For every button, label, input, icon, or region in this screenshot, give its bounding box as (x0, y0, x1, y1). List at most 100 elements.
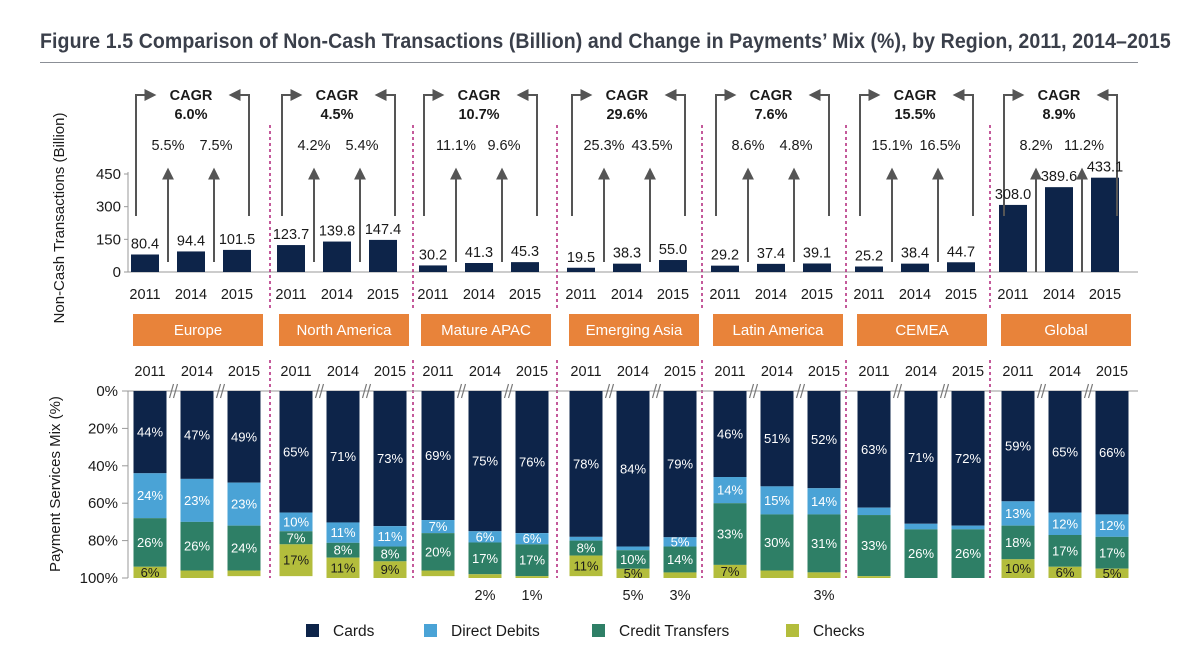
mix-segment-credit_transfers (904, 529, 938, 578)
legend-swatch-credit_transfers (592, 624, 605, 637)
region-label: Latin America (733, 322, 825, 339)
top-x-year-label: 2015 (1089, 287, 1121, 303)
region-band (713, 314, 843, 346)
mix-segment-direct_debits (279, 512, 313, 532)
top-bar (277, 245, 305, 272)
axis-break-mark (604, 383, 615, 399)
bottom-y-axis-title: Payment Services Mix (%) (47, 396, 64, 572)
legend-label-checks: Checks (813, 623, 865, 640)
bottom-year-label: 2015 (374, 364, 406, 380)
bottom-y-tick-label: 80% (88, 533, 118, 550)
mix-segment-credit_transfers (180, 521, 214, 571)
mix-segment-label: 76% (519, 455, 545, 470)
mix-segment-cards (515, 391, 549, 534)
mix-segment-label: 59% (1005, 439, 1031, 454)
top-bar-value-label: 44.7 (947, 244, 975, 260)
cagr-label: CAGR (170, 88, 213, 104)
mix-segment-label: 14% (667, 552, 693, 567)
top-bar-value-label: 25.2 (855, 249, 883, 265)
top-bar (419, 265, 447, 272)
mix-segment-label: 51% (764, 431, 790, 446)
bottom-year-label: 2014 (327, 364, 359, 380)
top-bar-value-label: 94.4 (177, 233, 205, 249)
mix-segment-label: 47% (184, 427, 210, 442)
growth-rate-label: 8.6% (731, 138, 764, 154)
mix-segment-credit_transfers (951, 529, 985, 578)
mix-segment-credit_transfers (468, 542, 502, 575)
top-x-year-label: 2014 (611, 287, 643, 303)
mix-segment-label: 78% (573, 456, 599, 471)
growth-rate-label: 16.5% (919, 138, 960, 154)
mix-segment-label: 33% (861, 538, 887, 553)
mix-segment-cards (951, 391, 985, 526)
mix-segment-direct_debits (616, 546, 650, 551)
region-band (133, 314, 263, 346)
region-label: Global (1044, 322, 1087, 339)
top-bar (803, 263, 831, 272)
mix-segment-label: 6% (476, 529, 495, 544)
cagr-label: CAGR (750, 88, 793, 104)
top-bar (369, 239, 397, 272)
top-x-year-label: 2015 (509, 287, 541, 303)
region-label: Europe (174, 322, 222, 339)
top-x-year-label: 2011 (275, 287, 306, 303)
top-bar-value-label: 433.1 (1087, 160, 1123, 176)
top-bar-value-label: 37.4 (757, 246, 785, 262)
mix-segment-label: 17% (1099, 545, 1125, 560)
region-label: Emerging Asia (586, 322, 683, 339)
region-band (421, 314, 551, 346)
mix-segment-label: 63% (861, 442, 887, 457)
bottom-year-label: 2011 (280, 364, 311, 380)
mix-segment-label: 17% (1052, 543, 1078, 558)
mix-segment-label: 6% (141, 565, 160, 580)
mix-segment-direct_debits (569, 536, 603, 541)
mix-segment-cards (1001, 391, 1035, 502)
cagr-value: 6.0% (174, 107, 207, 123)
legend-swatch-checks (786, 624, 799, 637)
growth-rate-label: 4.2% (297, 138, 330, 154)
mix-segment-direct_debits (904, 523, 938, 530)
bottom-year-label: 2014 (181, 364, 213, 380)
cagr-arrow-left (715, 89, 737, 216)
top-bar-value-label: 55.0 (659, 242, 687, 258)
mix-segment-label: 26% (137, 535, 163, 550)
mix-segment-checks (1095, 568, 1129, 578)
growth-rate-label: 15.1% (871, 138, 912, 154)
legend-swatch-direct_debits (424, 624, 437, 637)
bottom-year-label: 2015 (516, 364, 548, 380)
figure-title: Figure 1.5 Comparison of Non-Cash Transa… (40, 30, 1171, 53)
mix-segment-label: 75% (472, 454, 498, 469)
axis-break-mark (651, 383, 662, 399)
bottom-year-label: 2015 (808, 364, 840, 380)
mix-segment-direct_debits (133, 473, 167, 519)
cagr-arrow-left (859, 89, 881, 216)
cagr-value: 8.9% (1042, 107, 1075, 123)
mix-segment-direct_debits (857, 507, 891, 516)
mix-segment-credit_transfers (373, 546, 407, 562)
bottom-year-label: 2014 (761, 364, 793, 380)
mix-segment-label: 15% (764, 493, 790, 508)
mix-segment-checks (760, 570, 794, 578)
mix-segment-checks (326, 557, 360, 578)
mix-segment-label: 7% (721, 564, 740, 579)
top-bar-value-label: 29.2 (711, 248, 739, 264)
top-bar (177, 251, 205, 272)
mix-segment-checks (857, 576, 891, 578)
mix-segment-credit_transfers (1001, 525, 1035, 560)
mix-segment-label: 71% (908, 450, 934, 465)
top-x-year-label: 2011 (565, 287, 596, 303)
top-x-year-label: 2011 (129, 287, 160, 303)
mix-segment-label: 17% (283, 553, 309, 568)
mix-segment-label: 8% (334, 543, 353, 558)
bottom-year-label: 2014 (905, 364, 937, 380)
mix-below-label: 5% (623, 588, 644, 604)
growth-rate-label: 8.2% (1019, 138, 1052, 154)
mix-segment-label: 26% (955, 546, 981, 561)
mix-below-label: 2% (475, 588, 496, 604)
top-bar-value-label: 30.2 (419, 247, 447, 263)
mix-segment-cards (569, 391, 603, 537)
legend-label-cards: Cards (333, 623, 375, 640)
legend-label-credit_transfers: Credit Transfers (619, 623, 730, 640)
mix-segment-label: 79% (667, 457, 693, 472)
mix-segment-label: 24% (137, 488, 163, 503)
